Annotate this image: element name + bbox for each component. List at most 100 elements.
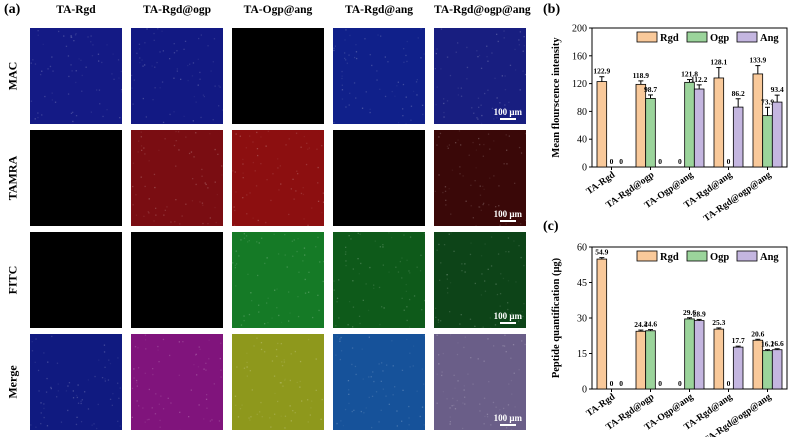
row-label-merge: Merge <box>5 365 20 399</box>
chart-peptide-quantification: 0 15 30 45 60 Peptide quantification (μg) TA-R… <box>551 243 788 437</box>
chart-b-y-tick-label: 0 <box>582 163 587 174</box>
scale-bar-label: 100 μm <box>493 209 522 219</box>
chart-c-value-label: 0 <box>610 379 614 388</box>
chart-c-value-label: 29.6 <box>683 308 696 317</box>
scale-bar: 100 μm <box>494 209 522 222</box>
scale-bar-label: 100 μm <box>493 311 522 321</box>
panel-c-label: (c) <box>543 219 559 234</box>
chart-b-bar-rgd <box>713 77 725 168</box>
chart-b-bar-ang <box>771 101 783 168</box>
image-tile-merge-5: 100 μm <box>434 334 526 430</box>
chart-c-x-tick-label: TA-Rgd <box>585 392 618 419</box>
chart-b-legend-swatch-ang <box>736 31 758 43</box>
image-tile-tamra-3 <box>232 130 324 226</box>
chart-c-y-tick-label: 30 <box>577 314 587 325</box>
chart-b-legend-label-ogp: Ogp <box>710 33 729 44</box>
chart-c-bar-ang <box>771 349 783 390</box>
chart-c-value-label: 54.9 <box>595 248 608 257</box>
chart-c-legend-label-rgd: Rgd <box>660 252 679 263</box>
chart-c-value-label: 16.6 <box>771 339 784 348</box>
chart-c-legend-label-ogp: Ogp <box>710 252 729 263</box>
image-tile-fitc-1 <box>30 232 122 328</box>
image-tile-mac-5: 100 μm <box>434 28 526 124</box>
image-tile-fitc-2 <box>131 232 223 328</box>
column-header-ta-rgd: TA-Rgd <box>56 4 96 16</box>
chart-b-value-label: 0 <box>727 157 731 166</box>
chart-b-value-label: 118.9 <box>633 71 650 80</box>
scale-bar-label: 100 μm <box>493 107 522 117</box>
scale-bar-line <box>499 118 516 120</box>
panel-b-label: (b) <box>543 2 561 17</box>
chart-c-bar-ogp <box>645 330 656 390</box>
scale-bar-line <box>499 424 516 426</box>
chart-b-y-tick-label: 40 <box>577 135 587 146</box>
chart-c-value-label: 0 <box>727 379 731 388</box>
chart-b-y-tick-label: 160 <box>572 51 587 62</box>
chart-b-value-label: 128.1 <box>710 58 727 67</box>
chart-b-legend-swatch-rgd <box>636 31 658 43</box>
chart-b-bar-rgd <box>635 83 647 168</box>
scale-bar: 100 μm <box>494 107 522 120</box>
chart-b-value-label: 93.4 <box>771 85 784 94</box>
chart-c-y-tick-label: 15 <box>577 349 587 360</box>
scale-bar: 100 μm <box>494 311 522 324</box>
scale-bar: 100 μm <box>494 413 522 426</box>
chart-c-value-label: 0 <box>619 379 623 388</box>
column-header-ta-rgd-ang: TA-Rgd@ang <box>345 4 413 16</box>
chart-b-bar-ogp <box>645 98 656 168</box>
image-tile-merge-2 <box>131 334 223 430</box>
image-tile-fitc-4 <box>333 232 425 328</box>
chart-c-bar-rgd <box>635 330 647 390</box>
chart-mean-fluorescence: 0 40 80 120 160 200 Mean flourscence intensity… <box>551 24 788 224</box>
chart-b-x-tick-label: TA-Rgd <box>585 170 618 197</box>
chart-b-value-label: 122.9 <box>593 67 610 76</box>
chart-c-value-label: 17.7 <box>732 336 745 345</box>
chart-c-bar-ogp <box>762 350 773 390</box>
chart-b-value-label: 73.9 <box>761 97 774 106</box>
chart-c-legend-label-ang: Ang <box>760 252 779 263</box>
chart-b-y-tick-label: 80 <box>577 107 587 118</box>
chart-c-value-label: 0 <box>658 379 662 388</box>
chart-c-legend-swatch-rgd <box>636 250 658 262</box>
chart-b-legend-swatch-ogp <box>686 31 708 43</box>
chart-b-x-tick-label: TA-Rgd@ogp@ang <box>702 170 773 224</box>
chart-b-value-label: 0 <box>610 157 614 166</box>
image-tile-tamra-2 <box>131 130 223 226</box>
chart-b-bar-ogp <box>762 115 773 168</box>
chart-c-value-label: 0 <box>678 379 682 388</box>
chart-b-bar-ogp <box>684 81 695 168</box>
chart-c-legend-swatch-ogp <box>686 250 708 262</box>
chart-b-bar-ang <box>693 88 705 168</box>
column-header-ta-rgd-ogp-ang: TA-Rgd@ogp@ang <box>434 4 531 16</box>
chart-c-value-label: 28.9 <box>693 309 706 318</box>
image-tile-tamra-5: 100 μm <box>434 130 526 226</box>
chart-c-bar-ang <box>732 346 744 390</box>
chart-c-y-axis-label: Peptide quantification (μg) <box>551 257 562 378</box>
chart-c-y-tick-label: 45 <box>577 278 587 289</box>
chart-c-bar-rgd <box>713 328 725 390</box>
chart-b-value-label: 86.2 <box>732 89 745 98</box>
chart-c-y-tick-label: 60 <box>577 243 587 254</box>
image-tile-mac-2 <box>131 28 223 124</box>
chart-c-value-label: 25.3 <box>712 318 725 327</box>
chart-b-bar-ang <box>732 106 744 168</box>
chart-c-bar-rgd <box>596 258 608 390</box>
chart-c-value-label: 24.6 <box>644 320 657 329</box>
image-tile-merge-3 <box>232 334 324 430</box>
chart-b-value-label: 98.7 <box>644 85 657 94</box>
image-tile-fitc-5: 100 μm <box>434 232 526 328</box>
image-tile-fitc-3 <box>232 232 324 328</box>
chart-b-value-label: 121.8 <box>681 70 698 79</box>
image-tile-tamra-4 <box>333 130 425 226</box>
scale-bar-line <box>499 322 516 324</box>
image-tile-mac-3 <box>232 28 324 124</box>
chart-c-bar-ogp <box>684 318 695 390</box>
image-tile-merge-4 <box>333 334 425 430</box>
scale-bar-label: 100 μm <box>493 413 522 423</box>
chart-b-y-tick-label: 200 <box>572 24 587 35</box>
chart-c-legend-swatch-ang <box>736 250 758 262</box>
row-label-mac: MAC <box>5 61 20 91</box>
image-tile-mac-1 <box>30 28 122 124</box>
image-tile-mac-4 <box>333 28 425 124</box>
chart-c-value-label: 16.2 <box>761 340 774 349</box>
